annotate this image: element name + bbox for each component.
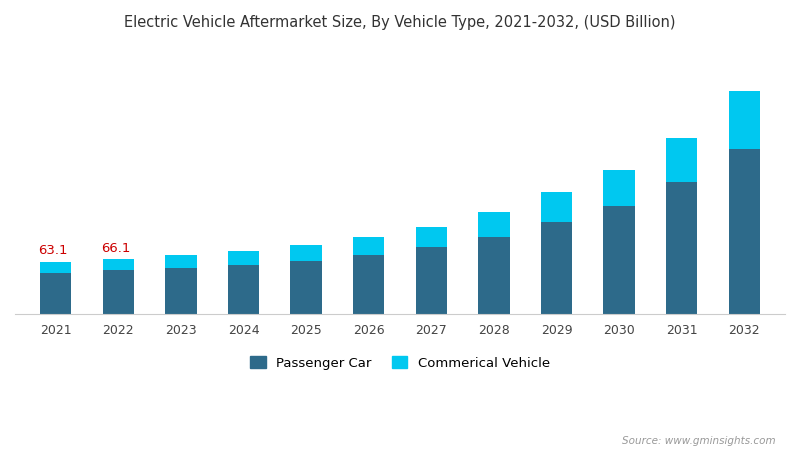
Bar: [353, 255, 384, 315]
Bar: [290, 261, 322, 315]
Bar: [228, 265, 259, 315]
Bar: [666, 182, 698, 315]
Text: Source: www.gminsights.com: Source: www.gminsights.com: [622, 436, 776, 446]
Bar: [416, 248, 447, 315]
Text: 66.1: 66.1: [101, 242, 130, 255]
Bar: [603, 170, 634, 206]
Bar: [729, 149, 760, 315]
Bar: [416, 226, 447, 248]
Bar: [666, 138, 698, 182]
Bar: [353, 237, 384, 255]
Bar: [290, 244, 322, 261]
Bar: [40, 261, 71, 273]
Bar: [541, 192, 572, 221]
Title: Electric Vehicle Aftermarket Size, By Vehicle Type, 2021-2032, (USD Billion): Electric Vehicle Aftermarket Size, By Ve…: [124, 15, 676, 30]
Bar: [166, 255, 197, 268]
Bar: [478, 212, 510, 237]
Bar: [228, 251, 259, 265]
Legend: Passenger Car, Commerical Vehicle: Passenger Car, Commerical Vehicle: [245, 351, 555, 375]
Bar: [729, 91, 760, 149]
Bar: [40, 273, 71, 315]
Bar: [102, 270, 134, 315]
Bar: [102, 259, 134, 270]
Bar: [478, 237, 510, 315]
Bar: [166, 268, 197, 315]
Bar: [603, 206, 634, 315]
Text: 63.1: 63.1: [38, 244, 68, 257]
Bar: [541, 221, 572, 315]
